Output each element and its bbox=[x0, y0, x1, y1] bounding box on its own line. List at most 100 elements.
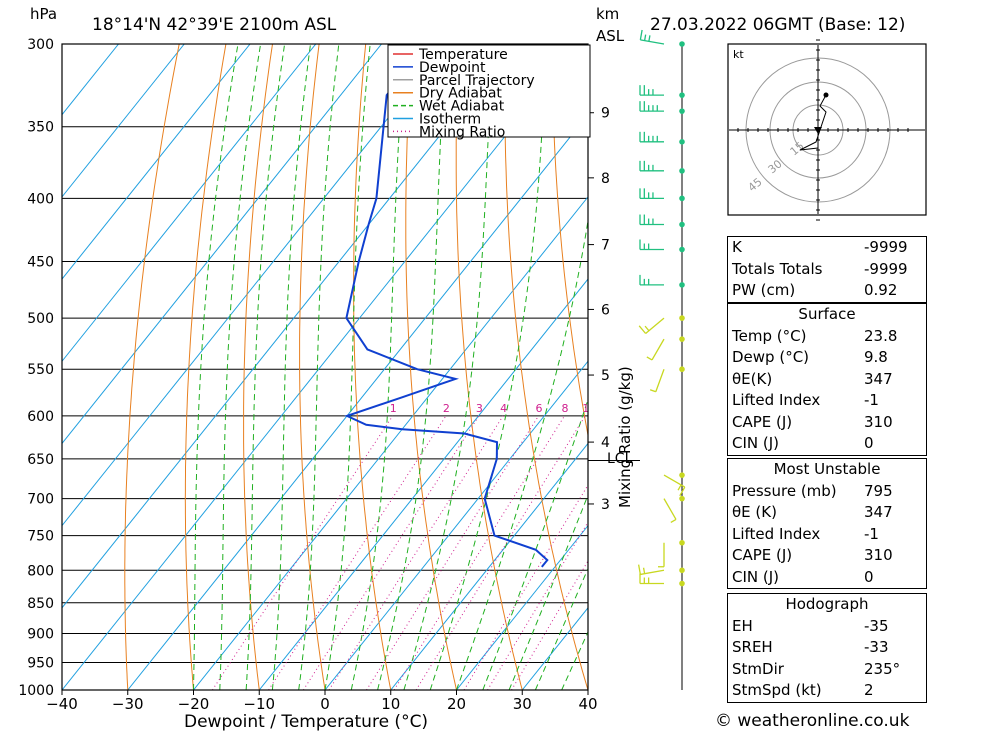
wind-point bbox=[679, 567, 685, 574]
pressure-tick-label: 650 bbox=[27, 452, 54, 468]
table-row: Temp (°C) 23.8 bbox=[728, 326, 926, 348]
mixing-ratio-line bbox=[415, 415, 586, 690]
legend-entry: Isotherm bbox=[419, 112, 481, 128]
wet-adiabat-line bbox=[456, 217, 588, 690]
isotherm-line bbox=[62, 44, 448, 527]
hodograph-stats-title: Hodograph bbox=[785, 595, 869, 613]
copyright[interactable]: © weatheronline.co.uk bbox=[715, 711, 910, 731]
wind-barb bbox=[645, 317, 665, 335]
mixing-ratio-axis-label: Mixing Ratio (g/kg) bbox=[616, 366, 634, 508]
row-value: 0 bbox=[864, 434, 874, 452]
row-label: Lifted Index bbox=[732, 391, 821, 409]
wind-barb-feather bbox=[670, 518, 677, 523]
pressure-tick-label: 550 bbox=[27, 362, 54, 378]
row-label: Dewp (°C) bbox=[732, 348, 810, 366]
wind-barb bbox=[655, 369, 665, 393]
mixing-ratio-tick-label: 25 bbox=[672, 402, 686, 415]
surface-panel: Surface Temp (°C) 23.8 Dewp (°C) 9.8 θE(K) 34… bbox=[727, 303, 927, 456]
row-value: 310 bbox=[864, 412, 893, 431]
pressure-tick-label: 600 bbox=[27, 409, 54, 425]
row-label: K bbox=[732, 238, 742, 256]
pressure-tick-label: 350 bbox=[27, 120, 54, 136]
wet-adiabat-line bbox=[324, 44, 371, 690]
row-label: CAPE (J) bbox=[732, 546, 793, 564]
x-axis-label: Dewpoint / Temperature (°C) bbox=[184, 712, 428, 732]
wind-barb bbox=[651, 338, 665, 361]
wet-adiabat-line bbox=[403, 44, 494, 690]
mixing-ratio-line bbox=[302, 415, 480, 690]
row-label: θE (K) bbox=[732, 503, 777, 521]
wet-adiabat-line bbox=[245, 44, 286, 690]
mixing-ratio-line bbox=[328, 415, 504, 690]
pressure-tick-label: 700 bbox=[27, 492, 54, 508]
mixing-ratio-line bbox=[511, 560, 588, 690]
row-label: θE(K) bbox=[732, 369, 773, 388]
row-label: Pressure (mb) bbox=[732, 481, 837, 500]
dry-adiabat-line bbox=[353, 44, 392, 690]
row-label: Totals Totals bbox=[732, 259, 823, 278]
pressure-unit-label: hPa bbox=[30, 5, 57, 23]
wind-point bbox=[679, 580, 685, 587]
row-label: StmSpd (kt) bbox=[732, 681, 822, 699]
asl-label: ASL bbox=[596, 27, 625, 45]
mixing-ratio-tick-label: 2 bbox=[443, 402, 450, 415]
row-label: StmDir bbox=[732, 659, 784, 678]
legend-entry: Dewpoint bbox=[419, 60, 486, 76]
isotherm-line bbox=[62, 44, 580, 690]
legend-entry: Wet Adiabat bbox=[419, 99, 505, 115]
wet-adiabat-line bbox=[298, 44, 340, 690]
isotherm-line bbox=[62, 44, 382, 445]
hodograph-unit-label: kt bbox=[733, 48, 744, 61]
mixing-ratio-tick-label: 8 bbox=[561, 402, 568, 415]
wind-point bbox=[679, 195, 685, 202]
row-label: PW (cm) bbox=[732, 281, 796, 299]
row-label: CAPE (J) bbox=[732, 412, 793, 431]
wind-point bbox=[679, 92, 685, 98]
row-value: 795 bbox=[864, 481, 893, 500]
plot-frame bbox=[61, 43, 589, 691]
wind-point bbox=[679, 108, 685, 114]
isotherm-line bbox=[62, 44, 514, 609]
dry-adiabat-line bbox=[124, 44, 180, 690]
table-row: θE(K) 347 bbox=[728, 369, 926, 391]
mixing-ratio-tick-label: 20 bbox=[649, 402, 663, 415]
km-tick-label: 5 bbox=[601, 368, 610, 384]
wind-point bbox=[679, 315, 685, 321]
table-row: StmDir 235° bbox=[728, 659, 926, 681]
x-tick-label: 0 bbox=[320, 695, 330, 713]
legend-entry: Mixing Ratio bbox=[419, 124, 505, 140]
mixing-ratio-tick-label: 3 bbox=[476, 402, 483, 415]
table-row: K -9999 bbox=[728, 237, 926, 259]
mixing-ratio-line bbox=[211, 415, 394, 690]
wind-point bbox=[679, 282, 685, 288]
isotherm-line bbox=[258, 278, 588, 690]
lcl-label: LCL bbox=[607, 451, 633, 467]
x-tick-label: 30 bbox=[513, 695, 532, 713]
row-value: 9.8 bbox=[864, 348, 888, 366]
isotherm-line bbox=[127, 113, 588, 690]
table-row: SREH -33 bbox=[728, 637, 926, 659]
isotherm-line bbox=[62, 44, 317, 363]
wet-adiabat-line bbox=[482, 397, 588, 690]
wet-adiabat-line bbox=[193, 44, 239, 690]
wind-barb-feather bbox=[648, 35, 651, 42]
dry-adiabat-line bbox=[243, 44, 273, 690]
wind-barb-feather bbox=[646, 356, 653, 361]
dry-adiabat-line bbox=[551, 44, 588, 438]
km-tick-label: 8 bbox=[601, 171, 610, 187]
row-label: SREH bbox=[732, 638, 773, 656]
row-value: -33 bbox=[864, 638, 889, 656]
pressure-tick-label: 800 bbox=[27, 563, 54, 579]
wet-adiabat-line bbox=[377, 44, 447, 690]
wind-barb-feather bbox=[644, 325, 650, 332]
wet-adiabat-line bbox=[350, 44, 407, 690]
wind-barb bbox=[640, 569, 665, 576]
x-tick-label: 40 bbox=[578, 695, 597, 713]
pressure-tick-label: 300 bbox=[27, 37, 54, 53]
hodograph-stats-panel: Hodograph EH -35 SREH -33 StmDir 235° StmSpd (… bbox=[727, 593, 927, 703]
wind-barb-feather bbox=[638, 325, 647, 334]
isotherm-line bbox=[456, 524, 588, 690]
dry-adiabat-line bbox=[299, 44, 326, 690]
